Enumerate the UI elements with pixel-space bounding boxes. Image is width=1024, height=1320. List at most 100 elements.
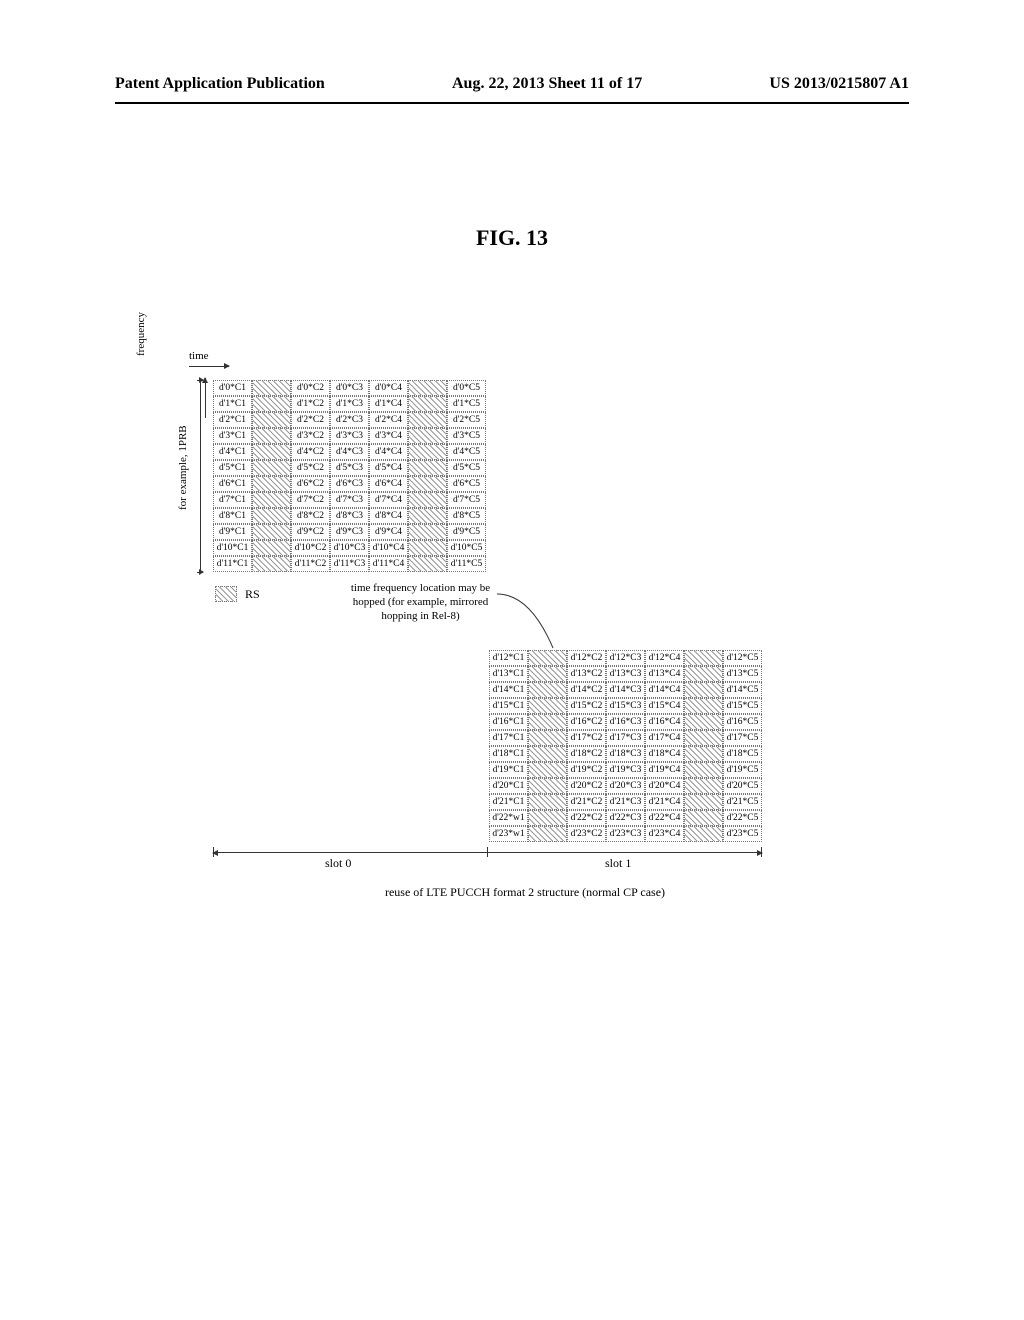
rs-cell bbox=[684, 666, 723, 682]
prb-bracket-bottom-arrow-icon bbox=[197, 572, 203, 573]
slot-tick-mid-icon bbox=[487, 847, 488, 857]
slot-tick-right-icon bbox=[761, 847, 762, 857]
data-cell: d'8*C1 bbox=[213, 508, 252, 524]
rs-cell bbox=[252, 524, 291, 540]
data-cell: d'4*C5 bbox=[447, 444, 486, 460]
data-cell: d'17*C3 bbox=[606, 730, 645, 746]
data-cell: d'15*C5 bbox=[723, 698, 762, 714]
data-cell: d'3*C3 bbox=[330, 428, 369, 444]
data-cell: d'17*C4 bbox=[645, 730, 684, 746]
data-cell: d'19*C4 bbox=[645, 762, 684, 778]
data-cell: d'18*C2 bbox=[567, 746, 606, 762]
data-cell: d'4*C4 bbox=[369, 444, 408, 460]
data-cell: d'1*C1 bbox=[213, 396, 252, 412]
prb-label: for example, 1PRB bbox=[177, 425, 189, 510]
data-cell: d'15*C4 bbox=[645, 698, 684, 714]
rs-cell bbox=[684, 746, 723, 762]
data-cell: d'14*C4 bbox=[645, 682, 684, 698]
data-cell: d'9*C2 bbox=[291, 524, 330, 540]
data-cell: d'8*C2 bbox=[291, 508, 330, 524]
data-cell: d'22*C3 bbox=[606, 810, 645, 826]
rs-cell bbox=[252, 444, 291, 460]
data-cell: d'7*C1 bbox=[213, 492, 252, 508]
data-cell: d'2*C1 bbox=[213, 412, 252, 428]
rs-cell bbox=[528, 698, 567, 714]
rs-cell bbox=[408, 476, 447, 492]
data-cell: d'22*C5 bbox=[723, 810, 762, 826]
data-cell: d'3*C4 bbox=[369, 428, 408, 444]
data-cell: d'3*C5 bbox=[447, 428, 486, 444]
rs-cell bbox=[252, 556, 291, 572]
rs-cell bbox=[528, 746, 567, 762]
data-cell: d'21*C3 bbox=[606, 794, 645, 810]
page-header: Patent Application Publication Aug. 22, … bbox=[115, 75, 909, 93]
data-cell: d'4*C2 bbox=[291, 444, 330, 460]
legend-swatch-icon bbox=[215, 586, 237, 602]
rs-cell bbox=[528, 650, 567, 666]
data-cell: d'11*C3 bbox=[330, 556, 369, 572]
data-cell: d'9*C3 bbox=[330, 524, 369, 540]
rs-cell bbox=[252, 476, 291, 492]
data-cell: d'6*C5 bbox=[447, 476, 486, 492]
prb-bracket-top-arrow-icon bbox=[197, 380, 203, 381]
frequency-arrow-icon bbox=[205, 378, 206, 418]
data-cell: d'0*C1 bbox=[213, 380, 252, 396]
data-cell: d'14*C3 bbox=[606, 682, 645, 698]
slot0-grid: d'0*C1d'0*C2d'0*C3d'0*C4d'0*C5d'1*C1d'1*… bbox=[213, 380, 486, 572]
rs-cell bbox=[408, 524, 447, 540]
data-cell: d'19*C3 bbox=[606, 762, 645, 778]
data-cell: d'20*C5 bbox=[723, 778, 762, 794]
prb-bracket-icon bbox=[200, 380, 201, 572]
data-cell: d'15*C3 bbox=[606, 698, 645, 714]
data-cell: d'23*C5 bbox=[723, 826, 762, 842]
data-cell: d'20*C2 bbox=[567, 778, 606, 794]
rs-cell bbox=[528, 778, 567, 794]
data-cell: d'0*C2 bbox=[291, 380, 330, 396]
data-cell: d'12*C3 bbox=[606, 650, 645, 666]
data-cell: d'1*C4 bbox=[369, 396, 408, 412]
data-cell: d'9*C5 bbox=[447, 524, 486, 540]
rs-cell bbox=[684, 714, 723, 730]
data-cell: d'23*C4 bbox=[645, 826, 684, 842]
data-cell: d'22*w1 bbox=[489, 810, 528, 826]
slot0-label: slot 0 bbox=[325, 856, 351, 871]
rs-cell bbox=[252, 428, 291, 444]
data-cell: d'10*C4 bbox=[369, 540, 408, 556]
rs-cell bbox=[528, 714, 567, 730]
data-cell: d'5*C4 bbox=[369, 460, 408, 476]
data-cell: d'19*C2 bbox=[567, 762, 606, 778]
time-axis-label: time bbox=[189, 350, 209, 362]
header-left: Patent Application Publication bbox=[115, 75, 325, 93]
data-cell: d'2*C5 bbox=[447, 412, 486, 428]
data-cell: d'5*C2 bbox=[291, 460, 330, 476]
data-cell: d'18*C3 bbox=[606, 746, 645, 762]
data-cell: d'16*C1 bbox=[489, 714, 528, 730]
header-right: US 2013/0215807 A1 bbox=[769, 75, 909, 93]
data-cell: d'11*C1 bbox=[213, 556, 252, 572]
data-cell: d'4*C3 bbox=[330, 444, 369, 460]
data-cell: d'17*C5 bbox=[723, 730, 762, 746]
data-cell: d'16*C4 bbox=[645, 714, 684, 730]
data-cell: d'19*C5 bbox=[723, 762, 762, 778]
data-cell: d'12*C2 bbox=[567, 650, 606, 666]
data-cell: d'2*C4 bbox=[369, 412, 408, 428]
rs-cell bbox=[252, 492, 291, 508]
rs-cell bbox=[408, 412, 447, 428]
data-cell: d'6*C1 bbox=[213, 476, 252, 492]
data-cell: d'13*C3 bbox=[606, 666, 645, 682]
data-cell: d'11*C2 bbox=[291, 556, 330, 572]
data-cell: d'6*C4 bbox=[369, 476, 408, 492]
data-cell: d'16*C3 bbox=[606, 714, 645, 730]
rs-cell bbox=[528, 810, 567, 826]
data-cell: d'11*C4 bbox=[369, 556, 408, 572]
data-cell: d'10*C3 bbox=[330, 540, 369, 556]
time-arrow-icon bbox=[189, 366, 229, 367]
rs-cell bbox=[408, 492, 447, 508]
rs-cell bbox=[408, 380, 447, 396]
rs-cell bbox=[408, 556, 447, 572]
data-cell: d'5*C1 bbox=[213, 460, 252, 476]
data-cell: d'5*C5 bbox=[447, 460, 486, 476]
data-cell: d'12*C5 bbox=[723, 650, 762, 666]
data-cell: d'8*C3 bbox=[330, 508, 369, 524]
data-cell: d'17*C2 bbox=[567, 730, 606, 746]
